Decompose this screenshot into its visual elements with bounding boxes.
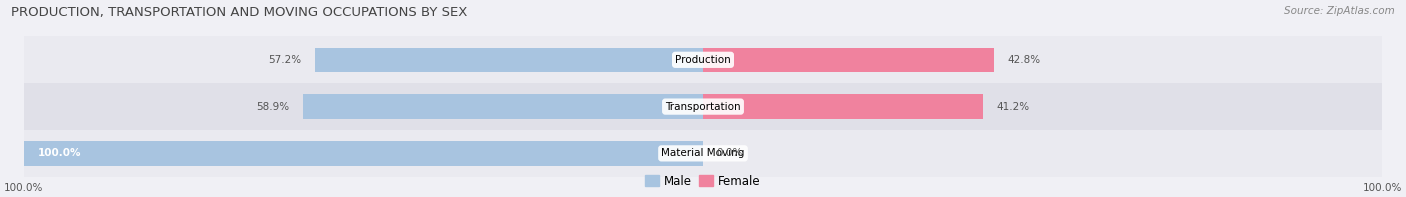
Text: 41.2%: 41.2% [997,102,1029,112]
Text: Material Moving: Material Moving [661,148,745,158]
Bar [24,36,1382,83]
Bar [703,94,983,119]
Text: Production: Production [675,55,731,65]
Bar [24,83,1382,130]
Legend: Male, Female: Male, Female [645,175,761,188]
Bar [24,141,703,165]
Bar [315,48,703,72]
Bar [703,48,994,72]
Bar [24,130,1382,177]
Text: 57.2%: 57.2% [267,55,301,65]
Text: 58.9%: 58.9% [256,102,290,112]
Text: 0.0%: 0.0% [717,148,742,158]
Text: 42.8%: 42.8% [1007,55,1040,65]
Text: 100.0%: 100.0% [38,148,82,158]
Text: PRODUCTION, TRANSPORTATION AND MOVING OCCUPATIONS BY SEX: PRODUCTION, TRANSPORTATION AND MOVING OC… [11,6,468,19]
Text: Transportation: Transportation [665,102,741,112]
Bar [302,94,703,119]
Text: Source: ZipAtlas.com: Source: ZipAtlas.com [1284,6,1395,16]
